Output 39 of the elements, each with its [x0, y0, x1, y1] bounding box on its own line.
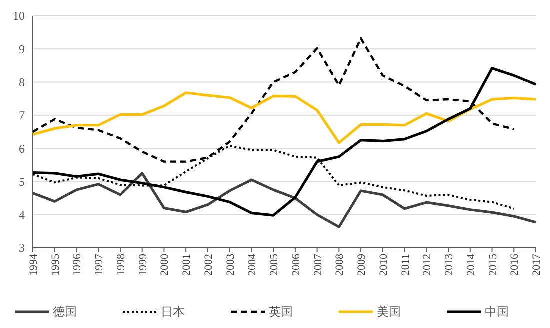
y-tick-label: 9 [19, 42, 25, 56]
legend-label: 德国 [53, 305, 77, 320]
x-tick-label: 2009 [356, 254, 368, 276]
line-series [32, 172, 538, 228]
x-tick-label: 2012 [422, 254, 434, 276]
x-tick-label: 2003 [224, 254, 237, 276]
legend-label: 美国 [377, 305, 401, 320]
y-tick-label: 5 [19, 174, 25, 189]
x-tick-label: 2017 [531, 254, 543, 276]
x-tick-label: 2001 [181, 254, 194, 276]
y-tick-label: 7 [19, 108, 25, 123]
x-tick-label: 2004 [246, 254, 259, 276]
x-tick-label: 2007 [312, 254, 324, 276]
x-tick-label: 2000 [159, 254, 172, 276]
legend-label: 日本 [161, 305, 185, 320]
x-tick-label: 2015 [487, 254, 500, 276]
y-tick-label: 10 [13, 9, 25, 24]
x-tick-label: 2014 [465, 254, 478, 276]
x-tick-label: 1998 [115, 254, 128, 276]
y-tick-label: 4 [19, 208, 25, 222]
legend-label: 中国 [485, 305, 509, 320]
x-tick-label: 1994 [28, 254, 40, 276]
x-tick-label: 2011 [400, 254, 412, 276]
x-tick-label: 2005 [268, 254, 281, 276]
x-tick-label: 2010 [378, 254, 390, 276]
x-tick-label: 1996 [72, 254, 84, 276]
line-series [32, 92, 538, 144]
x-tick-label: 1999 [137, 254, 150, 276]
x-tick-label: 2013 [444, 254, 456, 276]
x-tick-label: 2016 [509, 254, 522, 276]
legend-label: 英国 [269, 305, 293, 320]
x-tick-label: 1997 [94, 254, 106, 276]
x-tick-label: 2002 [202, 254, 215, 276]
y-tick-label: 8 [19, 75, 25, 90]
y-tick-label: 6 [19, 142, 25, 156]
y-tick-label: 3 [19, 241, 25, 256]
x-tick-label: 2008 [334, 254, 346, 276]
x-tick-label: 2006 [290, 254, 302, 276]
x-tick-label: 1995 [50, 254, 62, 276]
